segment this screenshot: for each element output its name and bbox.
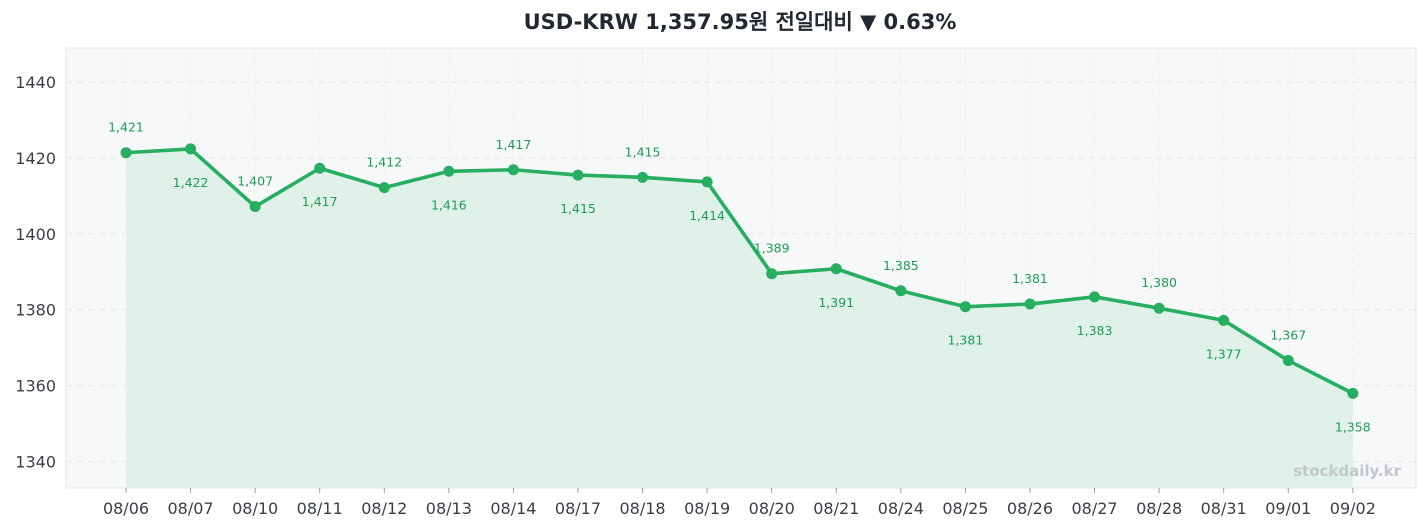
- y-tick-label: 1360: [15, 377, 56, 396]
- y-tick-label: 1340: [15, 452, 56, 471]
- data-point: [701, 176, 713, 188]
- data-label: 1,391: [818, 295, 854, 310]
- x-tick-label: 08/11: [297, 499, 343, 518]
- x-tick-label: 08/10: [232, 499, 278, 518]
- x-tick-label: 08/26: [1007, 499, 1053, 518]
- data-label: 1,381: [1012, 271, 1048, 286]
- data-point: [1089, 291, 1101, 303]
- area-fill: [126, 148, 1353, 488]
- data-label: 1,421: [108, 120, 144, 135]
- data-point: [895, 285, 907, 297]
- data-label: 1,385: [883, 258, 919, 273]
- x-tick-label: 08/06: [103, 499, 149, 518]
- data-point: [378, 182, 390, 194]
- data-labels: 1,421 1,422 1,407 1,417 1,412 1,416 1,417 1,415…: [108, 120, 1371, 435]
- data-label: 1,389: [754, 241, 790, 256]
- data-label: 1,414: [689, 208, 725, 223]
- x-tick-label: 08/27: [1071, 499, 1117, 518]
- x-tick-label: 08/25: [942, 499, 988, 518]
- data-point: [1218, 314, 1230, 326]
- x-tick-label: 08/20: [749, 499, 795, 518]
- data-label: 1,412: [366, 155, 402, 170]
- x-tick-label: 08/12: [361, 499, 407, 518]
- series-usd-krw: [120, 143, 1359, 488]
- x-axis-ticks: 08/06 08/07 08/10 08/11 08/12 08/13 08/14 08/17…: [103, 488, 1376, 518]
- x-tick-label: 09/01: [1265, 499, 1311, 518]
- data-label: 1,416: [431, 197, 467, 212]
- data-point: [1347, 387, 1359, 399]
- y-tick-label: 1400: [15, 225, 56, 244]
- y-tick-label: 1440: [15, 73, 56, 92]
- y-tick-label: 1420: [15, 149, 56, 168]
- data-point: [959, 301, 971, 313]
- x-tick-label: 08/18: [620, 499, 666, 518]
- data-point: [314, 162, 326, 174]
- data-label: 1,415: [625, 144, 661, 159]
- x-tick-label: 09/02: [1330, 499, 1376, 518]
- data-label: 1,381: [948, 333, 984, 348]
- x-tick-label: 08/17: [555, 499, 601, 518]
- data-point: [637, 171, 649, 183]
- y-tick-label: 1380: [15, 301, 56, 320]
- x-tick-label: 08/31: [1201, 499, 1247, 518]
- data-point: [249, 201, 261, 213]
- data-point: [507, 164, 519, 176]
- data-label: 1,417: [496, 137, 532, 152]
- y-axis-ticks: 1340 1360 1380 1400 1420 1440: [15, 73, 56, 471]
- data-label: 1,380: [1141, 275, 1177, 290]
- data-label: 1,415: [560, 201, 596, 216]
- data-point: [572, 169, 584, 181]
- data-label: 1,407: [237, 174, 273, 189]
- data-point: [120, 147, 132, 159]
- data-label: 1,377: [1206, 346, 1242, 361]
- watermark: stockdaily.kr: [1293, 462, 1401, 480]
- data-point: [1282, 355, 1294, 367]
- data-point: [830, 263, 842, 275]
- data-point: [185, 143, 197, 155]
- x-tick-label: 08/21: [813, 499, 859, 518]
- x-tick-label: 08/13: [426, 499, 472, 518]
- data-label: 1,417: [302, 194, 338, 209]
- x-tick-label: 08/14: [490, 499, 536, 518]
- data-label: 1,367: [1270, 328, 1306, 343]
- data-label: 1,422: [173, 175, 209, 190]
- x-tick-label: 08/07: [168, 499, 214, 518]
- data-point: [1024, 298, 1036, 310]
- x-tick-label: 08/19: [684, 499, 730, 518]
- series-line: [124, 147, 1355, 396]
- data-label: 1,358: [1335, 419, 1371, 434]
- data-label: 1,383: [1077, 323, 1113, 338]
- x-tick-label: 08/28: [1136, 499, 1182, 518]
- chart-title: USD-KRW 1,357.95원 전일대비 ▼ 0.63%: [524, 10, 957, 34]
- data-point: [766, 268, 778, 280]
- data-point: [443, 165, 455, 177]
- x-tick-label: 08/24: [878, 499, 924, 518]
- data-point: [1153, 302, 1165, 314]
